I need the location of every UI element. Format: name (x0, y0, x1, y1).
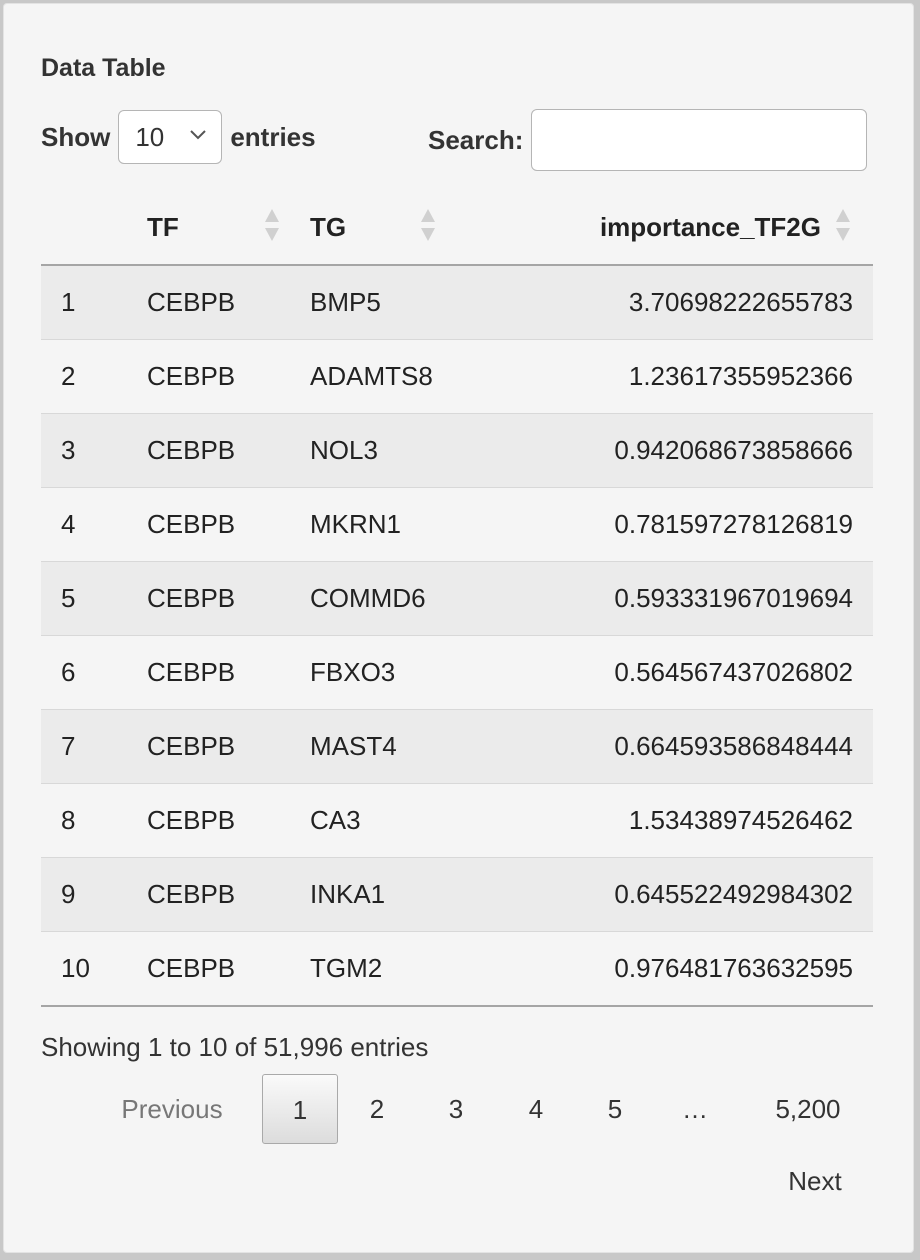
cell-tg: MKRN1 (310, 487, 473, 562)
cell-index: 9 (41, 857, 147, 932)
cell-index: 6 (41, 635, 147, 710)
previous-button[interactable]: Previous (121, 1094, 223, 1124)
search-control: Search: (428, 108, 868, 172)
sort-both-icon (265, 209, 279, 241)
cell-tg: MAST4 (310, 709, 473, 784)
cell-importance: 0.593331967019694 (473, 561, 873, 636)
column-header-importance[interactable]: importance_TF2G (473, 190, 873, 266)
column-header-tg[interactable]: TG (310, 190, 473, 266)
cell-tf: CEBPB (147, 487, 310, 562)
cell-index: 8 (41, 783, 147, 858)
cell-tf: CEBPB (147, 635, 310, 710)
cell-importance: 1.23617355952366 (473, 339, 873, 414)
cell-index: 3 (41, 413, 147, 488)
table-row: 5 CEBPB COMMD6 0.593331967019694 (41, 561, 873, 636)
sort-both-icon (421, 209, 435, 241)
table-row: 7 CEBPB MAST4 0.664593586848444 (41, 709, 873, 784)
cell-tf: CEBPB (147, 561, 310, 636)
cell-tg: CA3 (310, 783, 473, 858)
cell-index: 5 (41, 561, 147, 636)
data-table: TF TG importance_TF2G (41, 190, 873, 1007)
data-table-panel: Data Table Show 10 entries Search: TF (3, 3, 914, 1253)
table-info: Showing 1 to 10 of 51,996 entries (41, 1032, 429, 1062)
cell-tg: ADAMTS8 (310, 339, 473, 414)
cell-tg: INKA1 (310, 857, 473, 932)
page-button-3[interactable]: 3 (448, 1094, 464, 1124)
cell-tf: CEBPB (147, 265, 310, 340)
cell-tg: TGM2 (310, 931, 473, 1007)
cell-index: 1 (41, 265, 147, 340)
column-header-index (41, 190, 147, 266)
cell-tg: COMMD6 (310, 561, 473, 636)
cell-index: 2 (41, 339, 147, 414)
table-row: 6 CEBPB FBXO3 0.564567437026802 (41, 635, 873, 710)
page-button-last[interactable]: 5,200 (775, 1094, 841, 1124)
column-header-label: TG (310, 211, 347, 242)
next-button[interactable]: Next (788, 1166, 842, 1196)
pagination-ellipsis: … (682, 1094, 708, 1124)
cell-tg: BMP5 (310, 265, 473, 340)
cell-tf: CEBPB (147, 931, 310, 1007)
entries-select-value: 10 (135, 121, 165, 152)
page-button-4[interactable]: 4 (528, 1094, 544, 1124)
cell-importance: 0.942068673858666 (473, 413, 873, 488)
page-button-5[interactable]: 5 (607, 1094, 623, 1124)
cell-importance: 0.976481763632595 (473, 931, 873, 1007)
column-header-label: TF (147, 211, 179, 242)
cell-index: 4 (41, 487, 147, 562)
cell-tf: CEBPB (147, 783, 310, 858)
cell-importance: 0.781597278126819 (473, 487, 873, 562)
cell-tf: CEBPB (147, 709, 310, 784)
panel-title: Data Table (41, 54, 166, 82)
cell-tf: CEBPB (147, 857, 310, 932)
entries-label: entries (230, 121, 316, 152)
search-input[interactable] (531, 109, 868, 171)
column-header-tf[interactable]: TF (147, 190, 310, 266)
cell-importance: 0.664593586848444 (473, 709, 873, 784)
table-row: 1 CEBPB BMP5 3.70698222655783 (41, 265, 873, 340)
table-row: 3 CEBPB NOL3 0.942068673858666 (41, 413, 873, 488)
page-button-2[interactable]: 2 (369, 1094, 385, 1124)
cell-importance: 0.564567437026802 (473, 635, 873, 710)
cell-importance: 3.70698222655783 (473, 265, 873, 340)
entries-select[interactable]: 10 (118, 110, 223, 164)
cell-importance: 1.53438974526462 (473, 783, 873, 858)
page-button-1[interactable]: 1 (262, 1074, 338, 1144)
sort-both-icon (836, 209, 850, 241)
table-row: 4 CEBPB MKRN1 0.781597278126819 (41, 487, 873, 562)
cell-tg: FBXO3 (310, 635, 473, 710)
table-row: 2 CEBPB ADAMTS8 1.23617355952366 (41, 339, 873, 414)
column-header-label: importance_TF2G (599, 211, 821, 242)
table-row: 9 CEBPB INKA1 0.645522492984302 (41, 857, 873, 932)
search-label: Search: (428, 124, 524, 155)
cell-index: 10 (41, 931, 147, 1007)
table-row: 10 CEBPB TGM2 0.976481763632595 (41, 931, 873, 1007)
cell-tg: NOL3 (310, 413, 473, 488)
table-row: 8 CEBPB CA3 1.53438974526462 (41, 783, 873, 858)
length-control: Show 10 entries (41, 108, 316, 166)
chevron-down-icon (190, 130, 207, 140)
show-label: Show (41, 121, 111, 152)
cell-tf: CEBPB (147, 413, 310, 488)
cell-tf: CEBPB (147, 339, 310, 414)
cell-importance: 0.645522492984302 (473, 857, 873, 932)
header-row: TF TG importance_TF2G (41, 190, 873, 266)
cell-index: 7 (41, 709, 147, 784)
